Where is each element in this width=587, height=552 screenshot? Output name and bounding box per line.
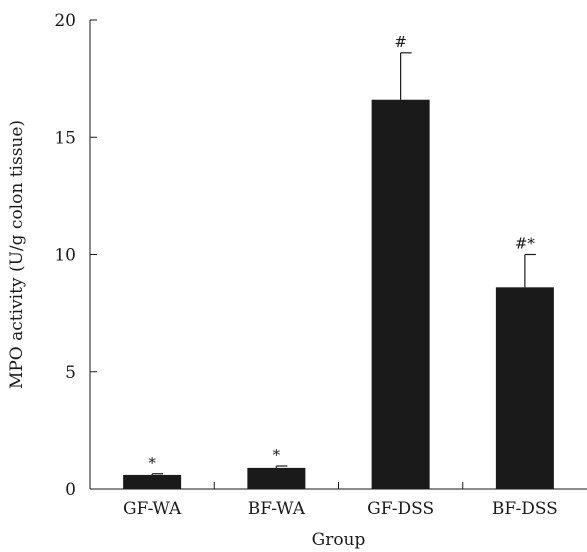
x-tick-label: GF-WA bbox=[123, 499, 182, 519]
y-axis-title: MPO activity (U/g colon tissue) bbox=[7, 120, 27, 389]
significance-marker: * bbox=[148, 454, 156, 472]
y-tick-label: 20 bbox=[54, 11, 76, 31]
significance-marker: # bbox=[394, 33, 407, 51]
x-tick-label: GF-DSS bbox=[367, 499, 434, 519]
y-tick-label: 10 bbox=[54, 246, 76, 266]
significance-marker: * bbox=[273, 446, 281, 464]
x-tick-label: BF-DSS bbox=[492, 499, 558, 519]
bars: * * # #* bbox=[123, 33, 554, 489]
bar bbox=[371, 99, 430, 489]
bar bbox=[247, 467, 306, 489]
y-axis-ticks: 0 5 10 15 20 bbox=[54, 11, 97, 500]
bar bbox=[495, 287, 554, 489]
y-tick-label: 5 bbox=[65, 363, 76, 383]
y-tick-label: 0 bbox=[65, 480, 76, 500]
x-tick-label: BF-WA bbox=[248, 499, 306, 519]
x-axis-ticks: GF-WA BF-WA GF-DSS BF-DSS bbox=[123, 482, 558, 519]
significance-marker: #* bbox=[515, 235, 536, 253]
bar bbox=[123, 474, 182, 489]
x-axis-title: Group bbox=[312, 530, 366, 550]
y-tick-label: 15 bbox=[54, 128, 76, 148]
